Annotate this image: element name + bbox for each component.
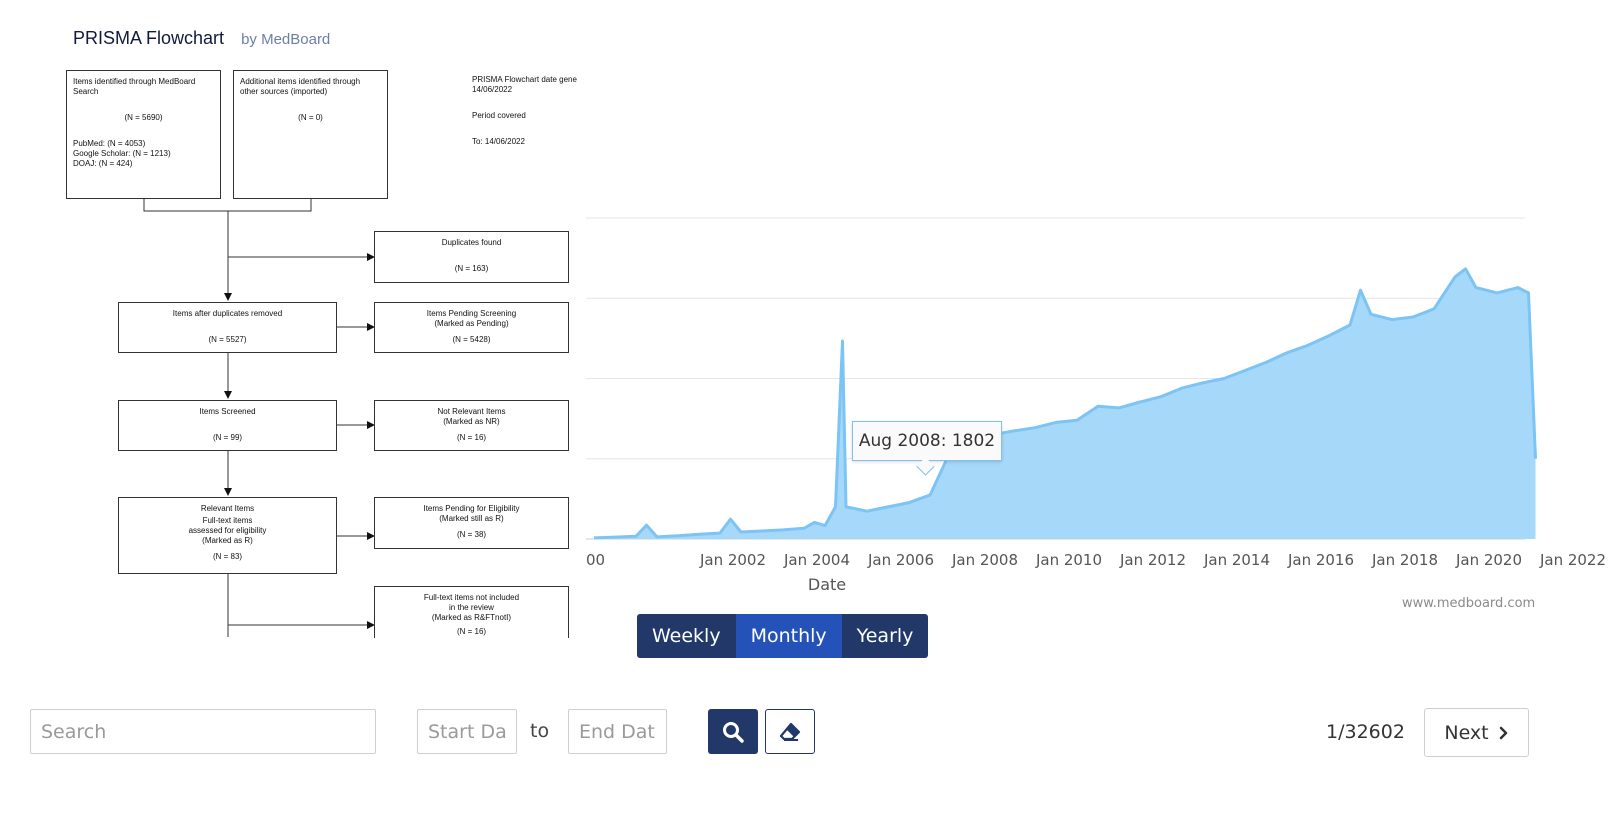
end-date-input[interactable] <box>568 709 667 754</box>
series-area <box>594 268 1536 539</box>
series-line <box>593 267 1537 540</box>
meta-date-label: PRISMA Flowchart date gene <box>472 75 577 84</box>
not-included-line2: in the review <box>449 603 494 612</box>
period-toggle: Weekly Monthly Yearly <box>637 614 929 658</box>
meta-to: To: 14/06/2022 <box>472 137 525 146</box>
x-tick-label: Jan 2004 <box>783 551 850 569</box>
chart-series <box>593 267 1537 540</box>
additional-count: (N = 0) <box>298 113 323 122</box>
search-input[interactable] <box>30 709 376 754</box>
eraser-icon <box>779 722 801 741</box>
pubmed-count: PubMed: (N = 4053) <box>73 139 146 148</box>
relevant-box: Relevant Items Full-text items assessed … <box>118 497 337 574</box>
next-button[interactable]: Next <box>1424 708 1529 757</box>
after-duplicates-box: Items after duplicates removed (N = 5527… <box>118 302 337 353</box>
duplicates-label: Duplicates found <box>441 238 502 247</box>
not-included-line1: Full-text items not included <box>423 593 520 602</box>
additional-line1: Additional items identified through <box>240 77 361 86</box>
not-included-box: Full-text items not included in the revi… <box>374 586 569 638</box>
x-tick-label: Jan 2014 <box>1203 551 1270 569</box>
x-tick-label: Jan 2006 <box>867 551 934 569</box>
next-label: Next <box>1444 721 1489 744</box>
not-relevant-line1: Not Relevant Items <box>437 407 506 416</box>
pending-screening-count: (N = 5428) <box>452 335 491 344</box>
x-axis-label: Date <box>808 575 846 594</box>
pending-eligibility-line1: Items Pending for Eligibility <box>423 504 520 513</box>
weekly-button[interactable]: Weekly <box>637 614 736 658</box>
not-included-line3: (Marked as R&FTnotI) <box>431 613 512 622</box>
x-tick-label: Jan 2002 <box>699 551 766 569</box>
search-icon <box>723 721 744 743</box>
relevant-line4: (Marked as R) <box>202 536 253 545</box>
pending-screening-line2: (Marked as Pending) <box>434 319 509 328</box>
pending-eligibility-count: (N = 38) <box>456 530 487 539</box>
search-button[interactable] <box>708 709 758 754</box>
additional-box: Additional items identified through othe… <box>233 70 388 199</box>
yearly-button[interactable]: Yearly <box>841 614 929 658</box>
not-included-count: (N = 16) <box>456 627 487 636</box>
additional-line2: other sources (imported) <box>240 87 328 96</box>
relevant-line1: Relevant Items <box>200 504 255 513</box>
x-tick-label: Jan 2018 <box>1371 551 1438 569</box>
pending-screening-box: Items Pending Screening (Marked as Pendi… <box>374 302 569 353</box>
identified-count: (N = 5690) <box>124 113 163 122</box>
chart-tooltip: Aug 2008: 1802 <box>852 421 1002 461</box>
x-tick-label: Jan 2022 <box>1539 551 1606 569</box>
identified-box: Items identified through MedBoard Search… <box>66 70 221 199</box>
doaj-count: DOAJ: (N = 424) <box>73 159 133 168</box>
clear-button[interactable] <box>765 709 815 754</box>
after-duplicates-label: Items after duplicates removed <box>172 309 283 318</box>
pending-eligibility-line2: (Marked still as R) <box>439 514 504 523</box>
monthly-button[interactable]: Monthly <box>735 614 842 658</box>
pending-eligibility-box: Items Pending for Eligibility (Marked st… <box>374 497 569 549</box>
meta-period: Period covered <box>472 111 526 120</box>
page-title: PRISMA Flowchart by MedBoard <box>73 28 330 49</box>
x-tick-label: Jan 2020 <box>1455 551 1522 569</box>
date-range-separator: to <box>530 720 550 742</box>
not-relevant-count: (N = 16) <box>456 433 487 442</box>
x-tick-label: Jan 2008 <box>951 551 1018 569</box>
x-tick-label: Jan 2012 <box>1119 551 1186 569</box>
x-tick-label: Jan 2010 <box>1035 551 1102 569</box>
identified-line2: Search <box>73 87 99 96</box>
start-date-input[interactable] <box>417 709 517 754</box>
not-relevant-box: Not Relevant Items (Marked as NR) (N = 1… <box>374 400 569 451</box>
duplicates-count: (N = 163) <box>454 264 489 273</box>
flowchart-meta: PRISMA Flowchart date gene 14/06/2022 Pe… <box>472 75 584 175</box>
x-tick-label: Jan 2016 <box>1287 551 1354 569</box>
scholar-count: Google Scholar: (N = 1213) <box>73 149 171 158</box>
not-relevant-line2: (Marked as NR) <box>443 417 500 426</box>
x-tick-label: 00 <box>586 551 605 569</box>
relevant-count: (N = 83) <box>212 552 243 561</box>
screened-count: (N = 99) <box>212 433 243 442</box>
page-counter: 1/32602 <box>1326 721 1405 743</box>
duplicates-box: Duplicates found (N = 163) <box>374 231 569 283</box>
meta-date: 14/06/2022 <box>472 85 513 94</box>
brand-byline: by MedBoard <box>241 31 331 48</box>
x-axis: 00 Jan 2002 Jan 2004 Jan 2006 Jan 2008 Jan 20… <box>586 551 1606 569</box>
chart-credit: www.medboard.com <box>1402 596 1536 611</box>
relevant-line2: Full-text items <box>202 516 253 525</box>
pending-screening-line1: Items Pending Screening <box>426 309 517 318</box>
after-duplicates-count: (N = 5527) <box>208 335 247 344</box>
identified-line1: Items identified through MedBoard <box>73 77 196 86</box>
screened-box: Items Screened (N = 99) <box>118 400 337 451</box>
chevron-right-icon <box>1499 726 1507 739</box>
screened-label: Items Screened <box>199 407 256 416</box>
relevant-line3: assessed for eligibility <box>188 526 267 535</box>
title-text: PRISMA Flowchart <box>73 28 225 48</box>
